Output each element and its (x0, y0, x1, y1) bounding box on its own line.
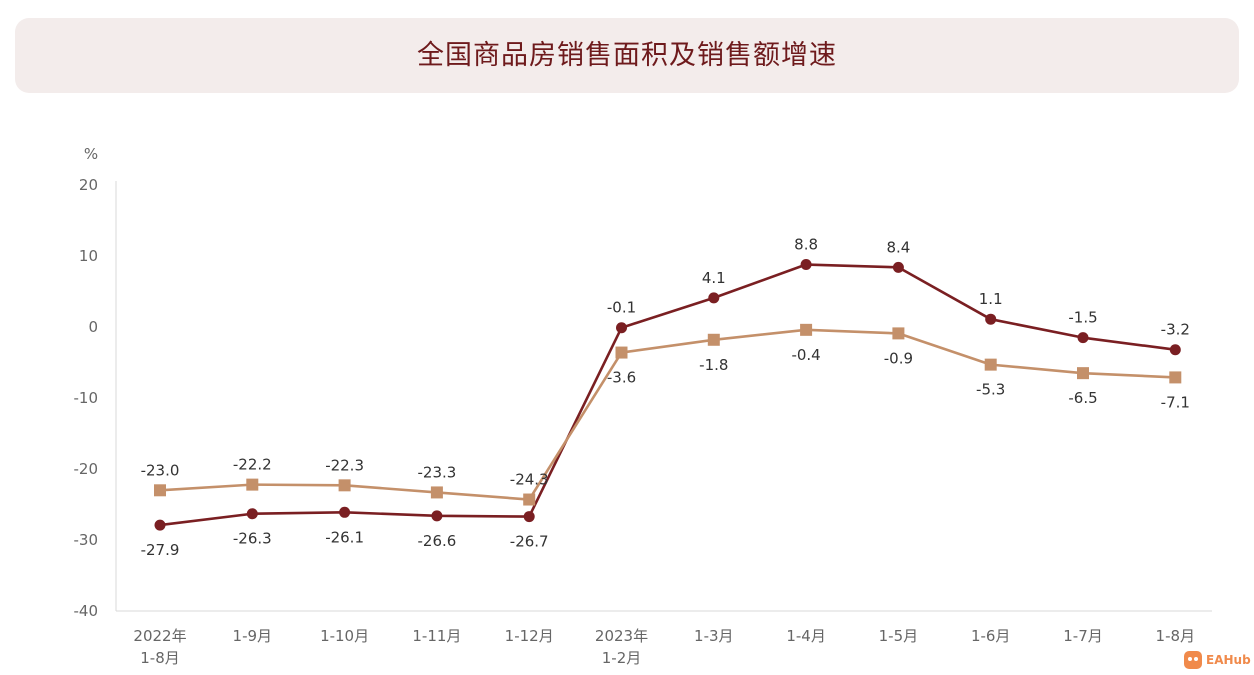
series-1-data-label: 4.1 (702, 269, 726, 287)
series-2-data-label: -7.1 (1161, 393, 1190, 411)
series-2-point (800, 323, 813, 336)
series-2-point (154, 484, 166, 497)
series-1-data-label: -26.6 (417, 532, 456, 550)
y-tick-label: -10 (74, 389, 99, 407)
x-tick-label: 1-9月 (233, 627, 273, 645)
series-2-data-label: -0.9 (884, 349, 913, 367)
series-2-point (707, 333, 720, 346)
y-tick-label: -30 (74, 531, 99, 549)
x-tick-label: 1-10月 (320, 627, 369, 645)
series-1-data-label: -3.2 (1161, 321, 1190, 339)
series-2-point (892, 327, 905, 340)
series-2-point (246, 478, 259, 491)
y-axis-unit-label: % (84, 145, 98, 163)
series-2-data-label: -23.3 (417, 463, 456, 481)
x-tick-label: 1-3月 (694, 627, 734, 645)
series-2-point (430, 486, 443, 499)
x-tick-label: 1-8月 (1156, 627, 1196, 645)
watermark-text: EAHub (1206, 653, 1251, 667)
series-1-point (1077, 332, 1089, 344)
series-1-data-label: -1.5 (1068, 309, 1097, 327)
series-1-point (339, 506, 351, 518)
series-2-data-label: -0.4 (791, 346, 820, 364)
series-line-2 (159, 328, 1176, 501)
series-2-data-label: -5.3 (976, 381, 1005, 399)
series-1-point (431, 510, 443, 522)
series-1-point (246, 508, 258, 520)
chart-title: 全国商品房销售面积及销售额增速 (417, 40, 837, 71)
x-tick-label: 1-12月 (505, 627, 554, 645)
y-tick-label: 20 (79, 176, 98, 194)
series-2-point (1169, 371, 1182, 384)
series-2-data-label: -24.3 (510, 471, 549, 489)
series-1-data-label: -27.9 (141, 541, 180, 559)
x-tick-label: 1-5月 (879, 627, 919, 645)
y-tick-label: -40 (74, 602, 99, 620)
y-tick-label: 0 (88, 318, 98, 336)
series-1-point (892, 261, 904, 273)
series-1-data-label: 8.8 (794, 236, 818, 254)
series-1-data-label: 1.1 (979, 290, 1003, 308)
series-1-data-label: -26.7 (510, 533, 549, 551)
series-1-data-label: -26.1 (325, 528, 364, 546)
series-line-1 (159, 263, 1176, 527)
series-1-data-label: -26.3 (233, 530, 272, 548)
series-1-point (523, 511, 535, 523)
series-2-data-label: -22.3 (325, 456, 364, 474)
series-1-data-label: 8.4 (886, 238, 910, 256)
series-1-point (708, 292, 720, 304)
series-1-point (616, 322, 627, 334)
series-1-point (1169, 344, 1181, 356)
x-tick-label: 2023年 1-2月 (595, 627, 648, 667)
series-1-point (154, 519, 166, 531)
x-tick-label: 1-7月 (1063, 627, 1103, 645)
x-tick-label: 1-4月 (786, 627, 826, 645)
series-1-point (800, 259, 812, 271)
series-1-point (985, 313, 997, 325)
series-2-point (615, 346, 628, 359)
y-tick-label: -20 (74, 460, 99, 478)
eahub-logo-icon (1184, 651, 1202, 669)
chart-title-bar: 全国商品房销售面积及销售额增速 (15, 18, 1239, 93)
series-2-point (338, 479, 351, 492)
series-2-point (1077, 367, 1089, 380)
series-2-data-label: -1.8 (699, 356, 728, 374)
series-2-point (523, 493, 536, 506)
x-tick-label: 1-6月 (971, 627, 1011, 645)
series-1-data-label: -0.1 (607, 299, 636, 317)
y-tick-label: 10 (79, 247, 98, 265)
series-2-data-label: -23.0 (141, 461, 180, 479)
series-2-data-label: -3.6 (607, 369, 636, 387)
watermark: EAHub (1184, 650, 1251, 670)
x-tick-label: 1-11月 (412, 627, 461, 645)
x-tick-label: 2022年 1-8月 (133, 627, 186, 667)
series-2-point (984, 358, 997, 371)
series-2-data-label: -6.5 (1068, 389, 1097, 407)
series-2-data-label: -22.2 (233, 456, 272, 474)
